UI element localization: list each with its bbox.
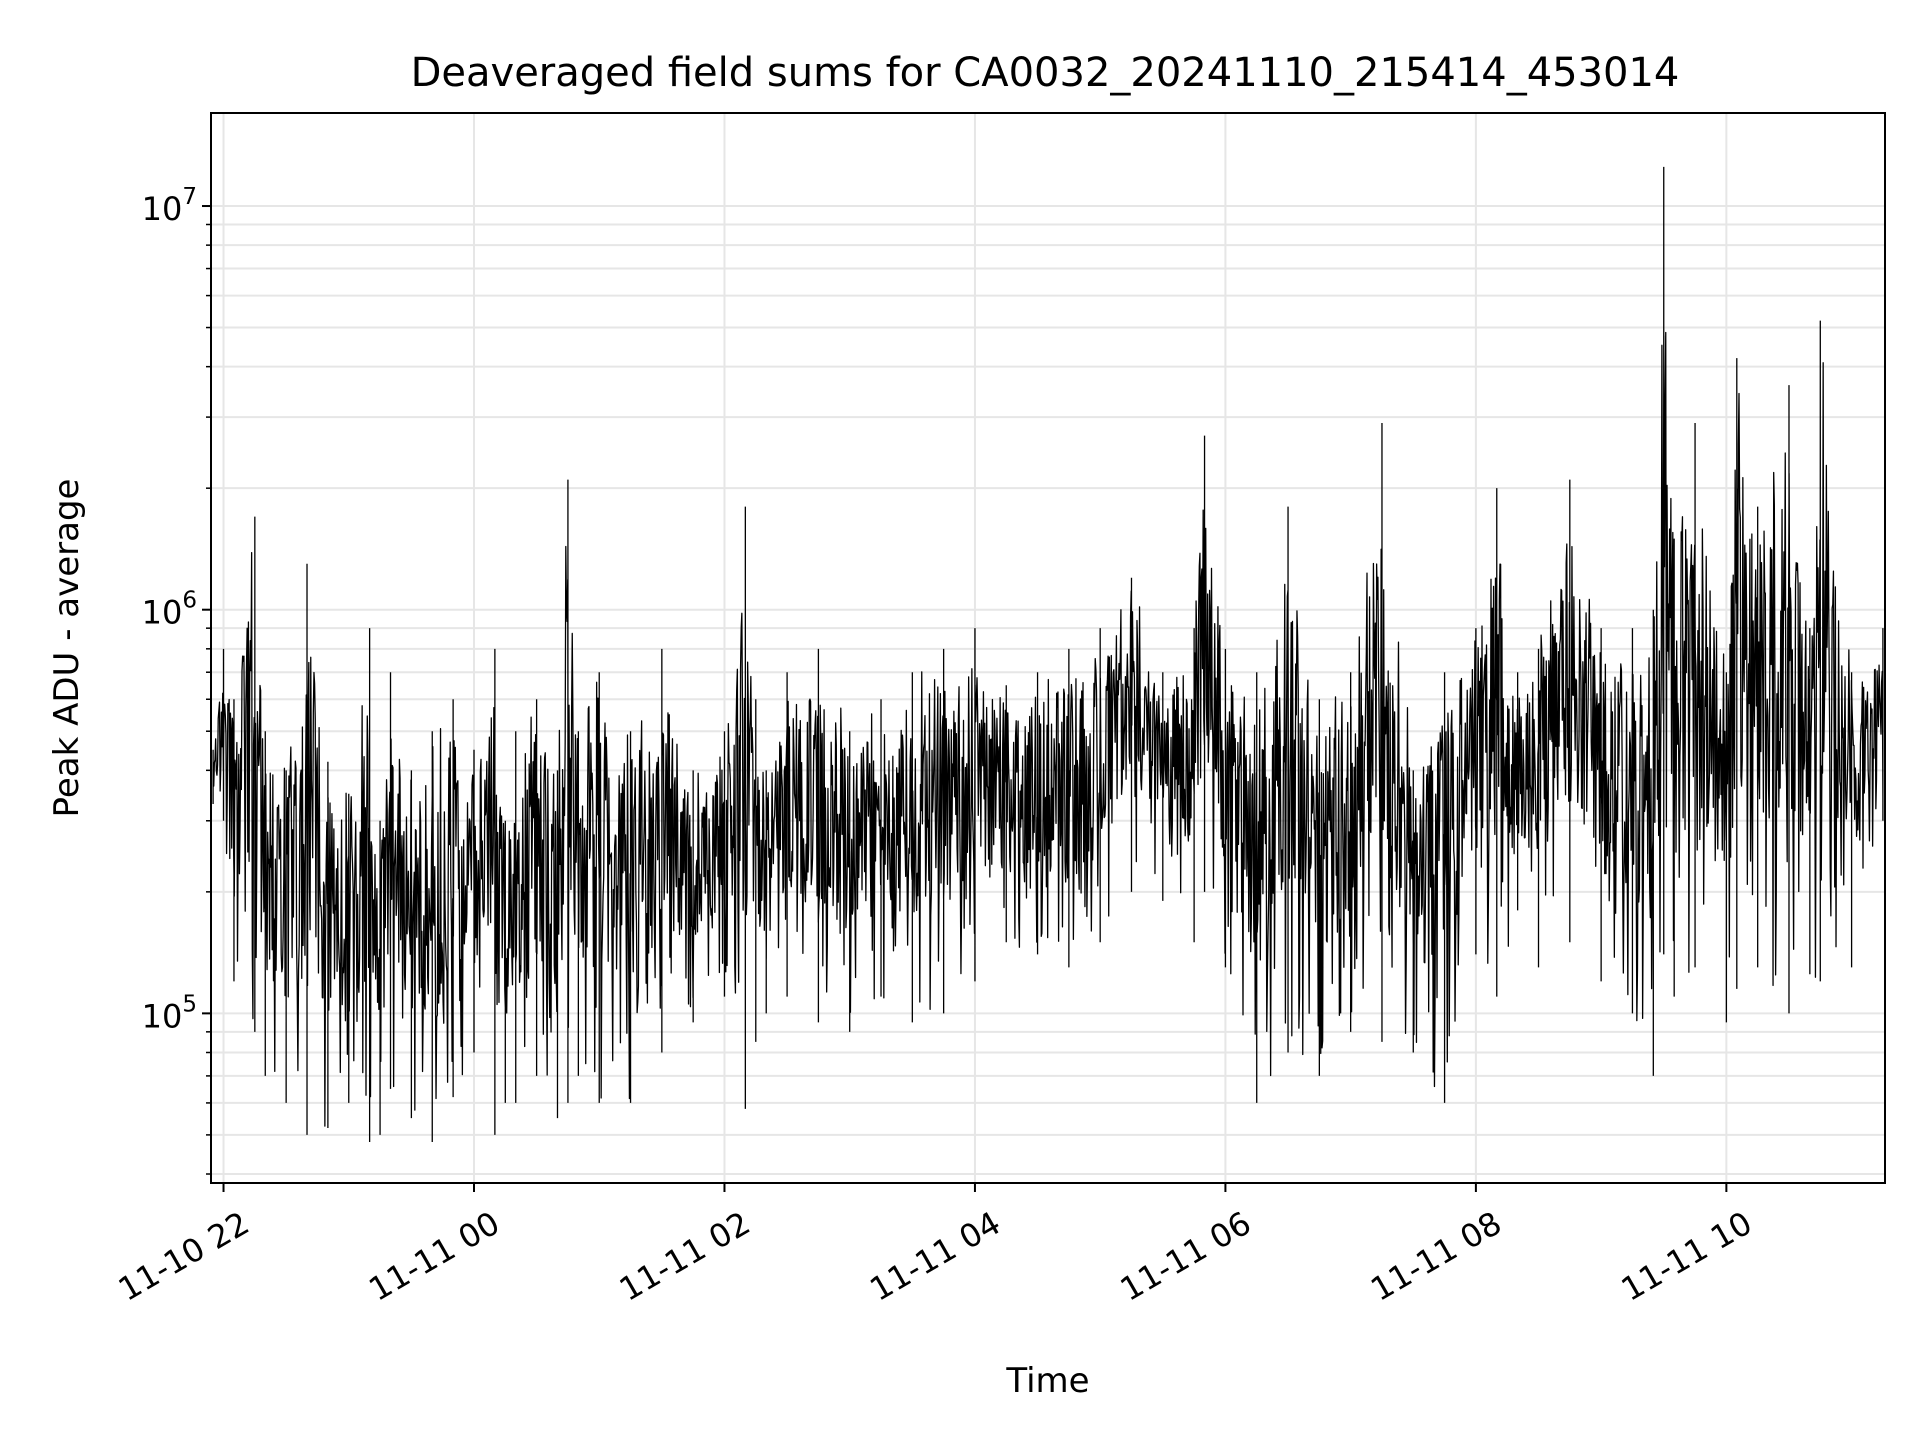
series-line — [212, 166, 1884, 1143]
y-axis-label: Peak ADU - average — [47, 479, 87, 818]
x-axis-label: Time — [1005, 1361, 1089, 1401]
y-tick-label: 107 — [142, 184, 197, 228]
data-series — [212, 166, 1884, 1143]
y-tick-exponent: 7 — [182, 184, 197, 210]
y-tick-exponent: 5 — [182, 991, 197, 1017]
y-tick-exponent: 6 — [182, 588, 197, 614]
y-tick-label: 106 — [142, 588, 197, 632]
y-tick-base: 10 — [142, 997, 183, 1035]
y-tick-base: 10 — [142, 594, 183, 632]
plot-frame — [210, 112, 1886, 1184]
y-tick-label: 105 — [142, 991, 197, 1035]
chart-title: Deaveraged field sums for CA0032_2024111… — [411, 50, 1680, 96]
y-tick-base: 10 — [142, 190, 183, 228]
